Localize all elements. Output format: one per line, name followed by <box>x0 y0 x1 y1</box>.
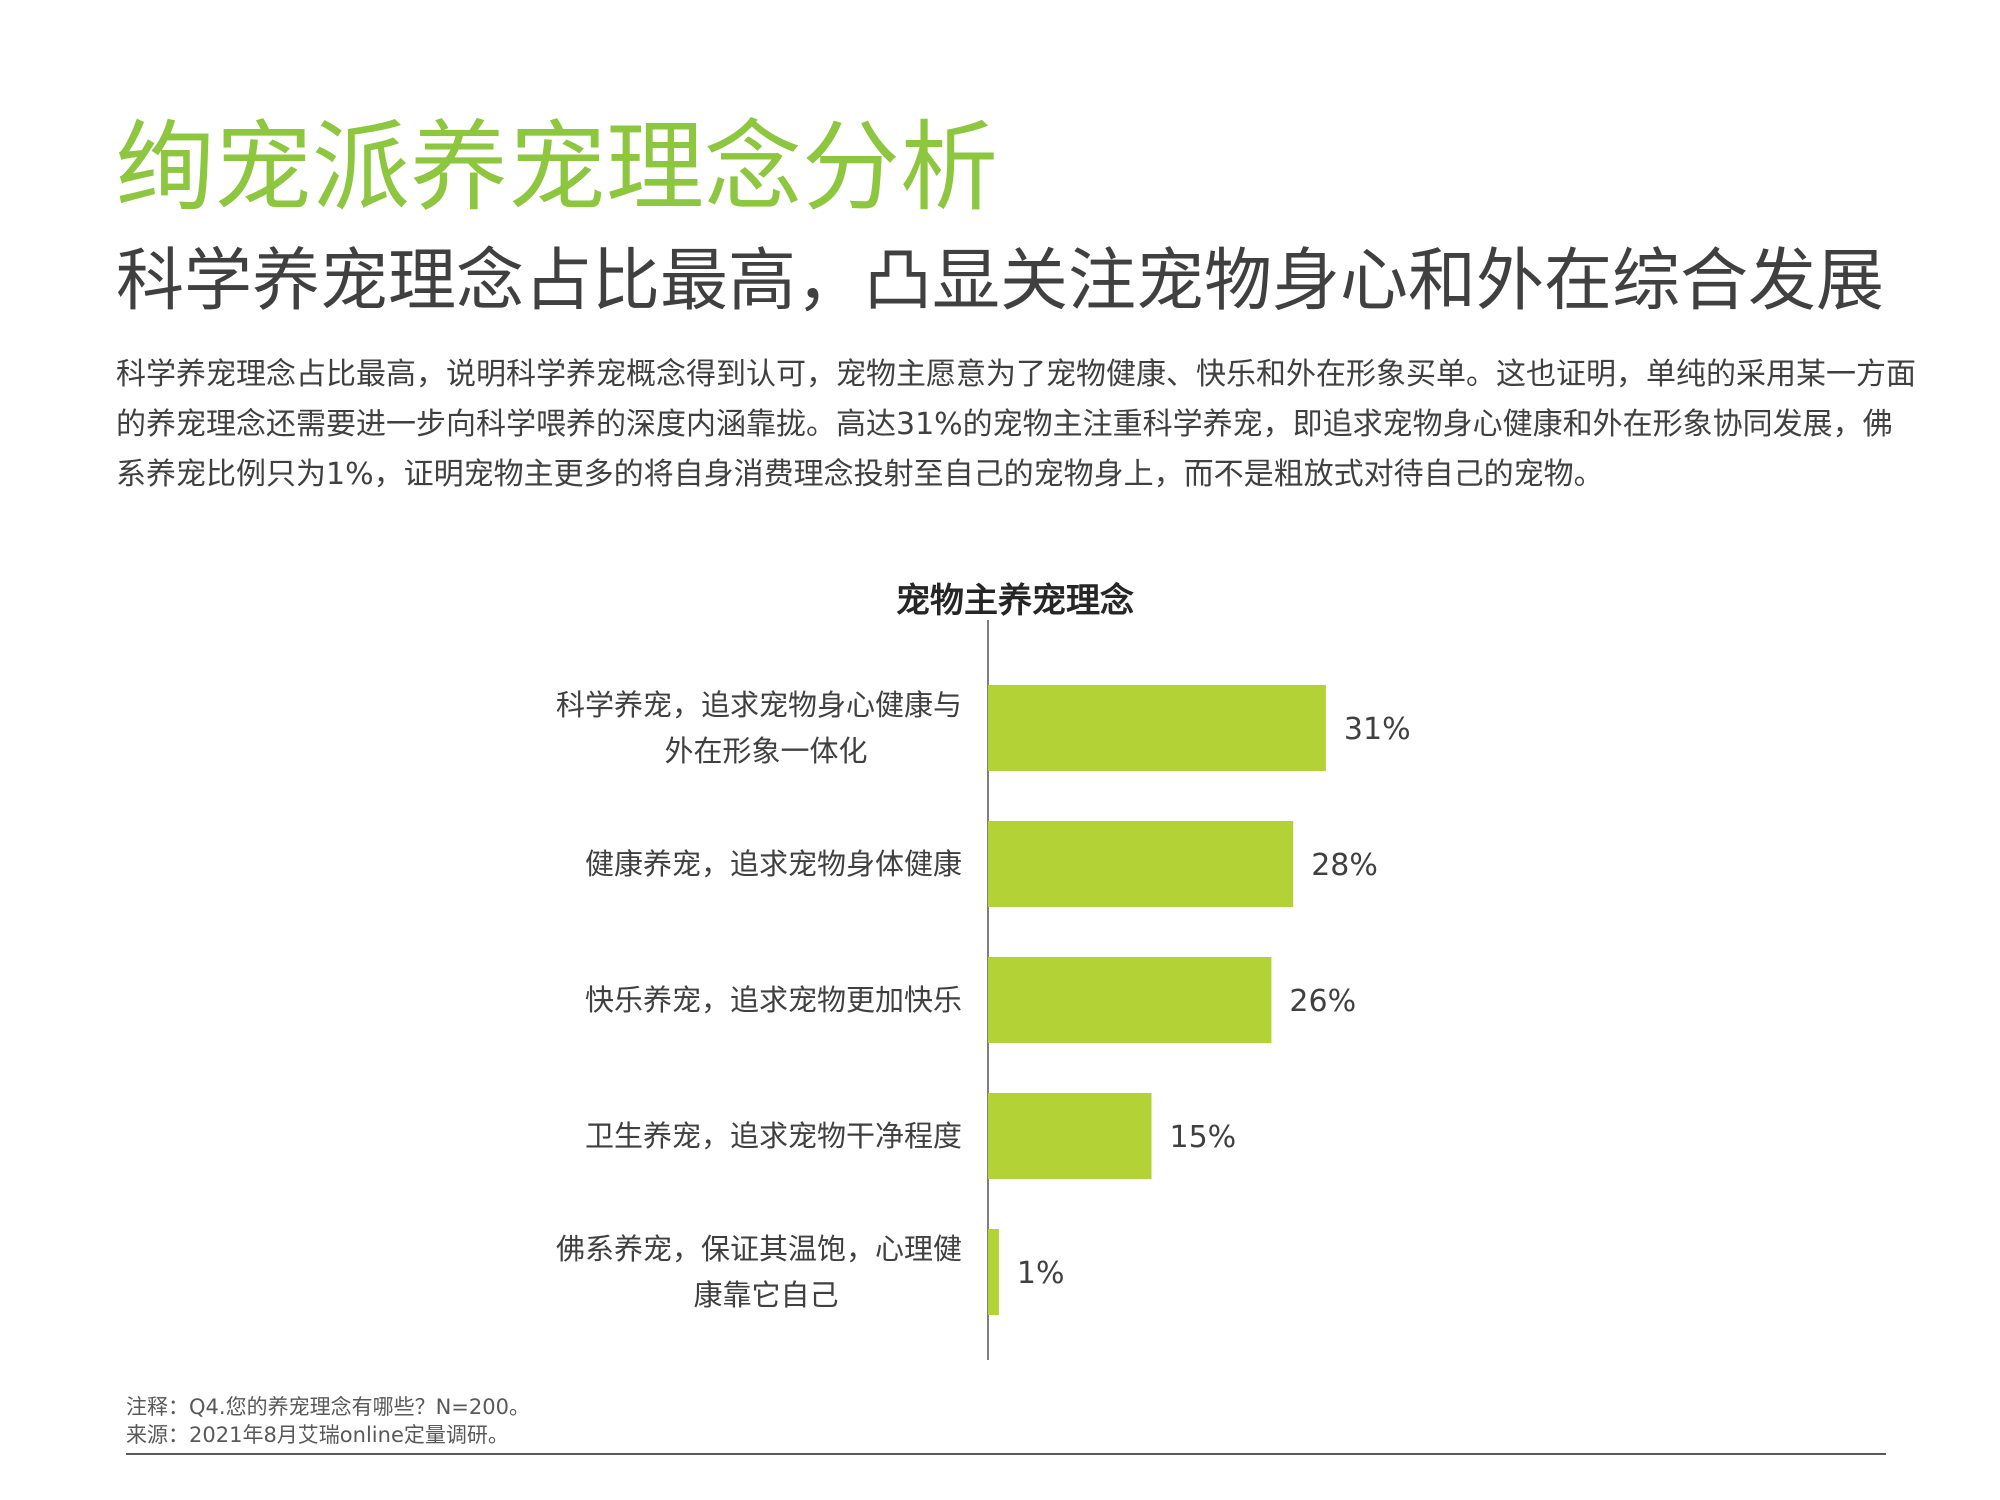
bar <box>988 1093 1152 1179</box>
value-label: 31% <box>1344 712 1411 747</box>
bar <box>988 1229 999 1315</box>
page-title: 绚宠派养宠理念分析 <box>116 111 999 225</box>
chart-title: 宠物主养宠理念 <box>896 581 1134 621</box>
category-label-line: 健康养宠，追求宠物身体健康 <box>585 847 962 881</box>
category-label-line: 佛系养宠，保证其温饱，心理健 <box>556 1232 962 1266</box>
value-label: 15% <box>1170 1120 1237 1155</box>
category-label: 健康养宠，追求宠物身体健康 <box>585 847 962 881</box>
category-label: 科学养宠，追求宠物身心健康与外在形象一体化 <box>556 688 962 768</box>
category-label-line: 外在形象一体化 <box>664 734 867 768</box>
bar <box>988 821 1294 907</box>
category-label-line: 科学养宠，追求宠物身心健康与 <box>556 688 962 722</box>
footer-divider <box>126 1453 1886 1455</box>
value-label: 1% <box>1017 1256 1065 1291</box>
category-label-line: 卫生养宠，追求宠物干净程度 <box>585 1119 962 1153</box>
category-label-line: 康靠它自己 <box>693 1278 838 1312</box>
value-label: 28% <box>1311 848 1378 883</box>
category-label: 卫生养宠，追求宠物干净程度 <box>585 1119 962 1153</box>
concept-bar-chart: 宠物主养宠理念 31% 科学养宠，追求宠物身心健康与外在形象一体化 28% 健康养宠，… <box>556 581 1411 1360</box>
footnote-source: 来源：2021年8月艾瑞online定量调研。 <box>126 1423 509 1447</box>
footnote-note: 注释：Q4.您的养宠理念有哪些？N=200。 <box>126 1395 530 1419</box>
page-subtitle: 科学养宠理念占比最高，凸显关注宠物身心和外在综合发展 <box>116 242 1885 321</box>
category-label-line: 快乐养宠，追求宠物更加快乐 <box>585 983 962 1017</box>
category-label: 快乐养宠，追求宠物更加快乐 <box>585 983 962 1017</box>
bar <box>988 685 1326 771</box>
category-label: 佛系养宠，保证其温饱，心理健康靠它自己 <box>556 1232 962 1312</box>
description-paragraph: 科学养宠理念占比最高，说明科学养宠概念得到认可，宠物主愿意为了宠物健康、快乐和外… <box>116 357 1916 492</box>
value-label: 26% <box>1289 984 1356 1019</box>
bar <box>988 957 1272 1043</box>
